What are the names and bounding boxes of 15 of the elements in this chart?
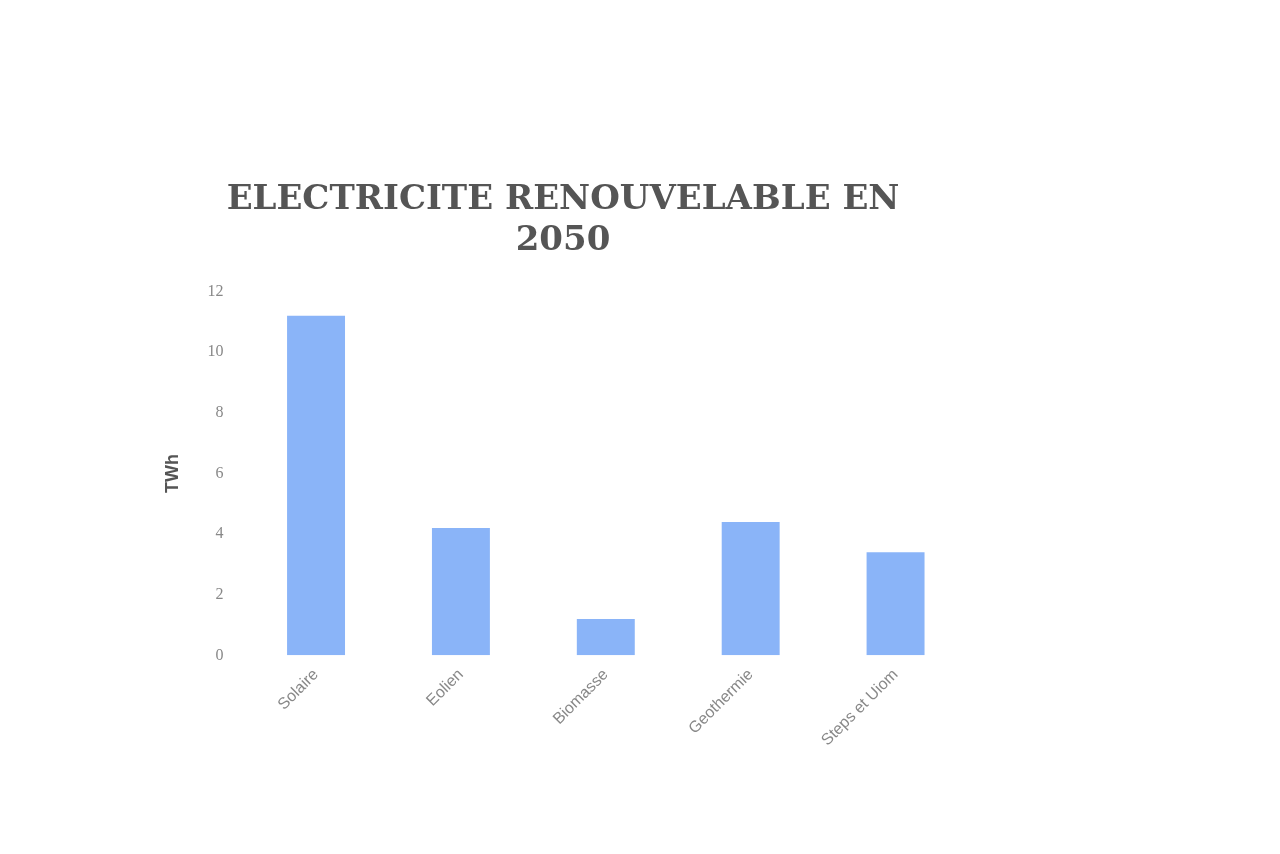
y-tick-label: 4 <box>215 524 224 542</box>
y-tick-label: 0 <box>215 645 224 663</box>
y-tick-label: 10 <box>207 342 224 360</box>
bar <box>866 552 925 656</box>
y-tick-label: 12 <box>207 281 224 299</box>
bar <box>721 521 780 656</box>
y-axis-title: TWh <box>161 453 182 493</box>
text: ELECTRICITE RENOUVELABLE EN <box>226 177 900 218</box>
bar <box>576 618 635 656</box>
y-tick-label: 8 <box>215 403 224 421</box>
bar <box>287 315 346 656</box>
y-tick-label: 6 <box>215 463 224 481</box>
bar <box>431 528 490 656</box>
y-tick-label: 2 <box>215 584 224 602</box>
text: 2050 <box>515 218 611 259</box>
